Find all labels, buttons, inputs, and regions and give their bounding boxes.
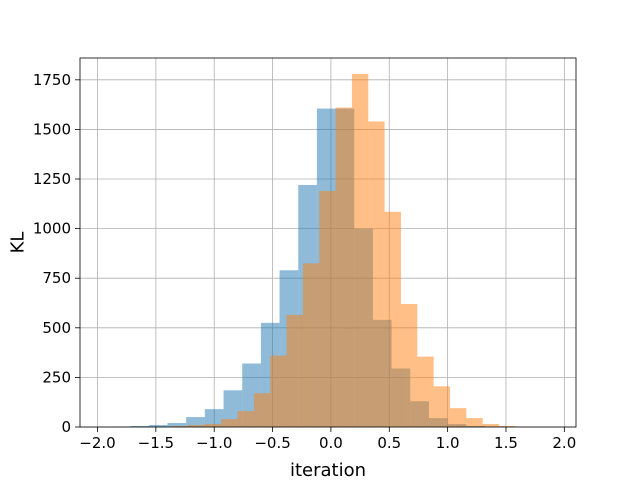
x-tick-label: 2.0 bbox=[552, 434, 576, 452]
histogram-bar bbox=[433, 386, 450, 427]
histogram-bar bbox=[167, 423, 187, 427]
histogram-bar bbox=[204, 409, 224, 427]
x-tick-label: 1.5 bbox=[494, 434, 518, 452]
x-tick-label: −0.5 bbox=[254, 434, 290, 452]
x-axis: −2.0 −1.5 −1.0 −0.5 0.0 0.5 1.0 1.5 2.0 bbox=[79, 427, 576, 452]
y-tick-label: 1250 bbox=[33, 170, 71, 188]
histogram-bar bbox=[417, 356, 434, 427]
x-tick-label: 0.5 bbox=[377, 434, 401, 452]
histogram-bar bbox=[335, 107, 352, 427]
y-axis: 0 250 500 750 1000 1250 1500 1750 bbox=[33, 71, 80, 436]
x-tick-label: −2.0 bbox=[79, 434, 115, 452]
y-tick-label: 500 bbox=[42, 319, 71, 337]
y-tick-label: 1000 bbox=[33, 220, 71, 238]
histogram-bar bbox=[482, 424, 499, 427]
histogram-bar bbox=[270, 355, 287, 427]
y-tick-label: 1750 bbox=[33, 71, 71, 89]
series-2 bbox=[172, 73, 532, 427]
histogram-bar bbox=[172, 426, 189, 427]
histogram-bar bbox=[204, 424, 222, 427]
histogram-bar bbox=[498, 426, 516, 427]
histogram-bar bbox=[302, 263, 320, 427]
histogram-bar bbox=[384, 211, 401, 427]
y-axis-label: KL bbox=[7, 232, 28, 254]
histogram-bar bbox=[449, 408, 467, 427]
histogram-bar bbox=[466, 418, 483, 427]
histogram-bar bbox=[319, 190, 336, 427]
histogram-bar bbox=[188, 425, 205, 427]
plot-frame bbox=[79, 57, 577, 428]
histogram-bar bbox=[237, 411, 254, 427]
bars bbox=[111, 73, 532, 427]
histogram-bar bbox=[148, 425, 168, 427]
y-tick-label: 0 bbox=[61, 418, 71, 436]
histogram-bar bbox=[253, 393, 271, 427]
x-tick-label: −1.0 bbox=[196, 434, 232, 452]
histogram-bar bbox=[351, 73, 369, 427]
y-tick-label: 750 bbox=[42, 269, 71, 287]
x-tick-label: 0.0 bbox=[319, 434, 343, 452]
histogram-bar bbox=[221, 419, 238, 427]
x-axis-label: iteration bbox=[290, 460, 366, 480]
histogram-bar bbox=[368, 121, 385, 427]
histogram-bar bbox=[400, 304, 418, 427]
y-tick-label: 250 bbox=[42, 368, 71, 386]
histogram-bar bbox=[130, 426, 149, 427]
histogram-bar bbox=[286, 314, 303, 427]
x-tick-label: 1.0 bbox=[436, 434, 460, 452]
histogram-bar bbox=[186, 417, 205, 427]
y-tick-label: 1500 bbox=[33, 120, 71, 138]
x-tick-label: −1.5 bbox=[138, 434, 174, 452]
